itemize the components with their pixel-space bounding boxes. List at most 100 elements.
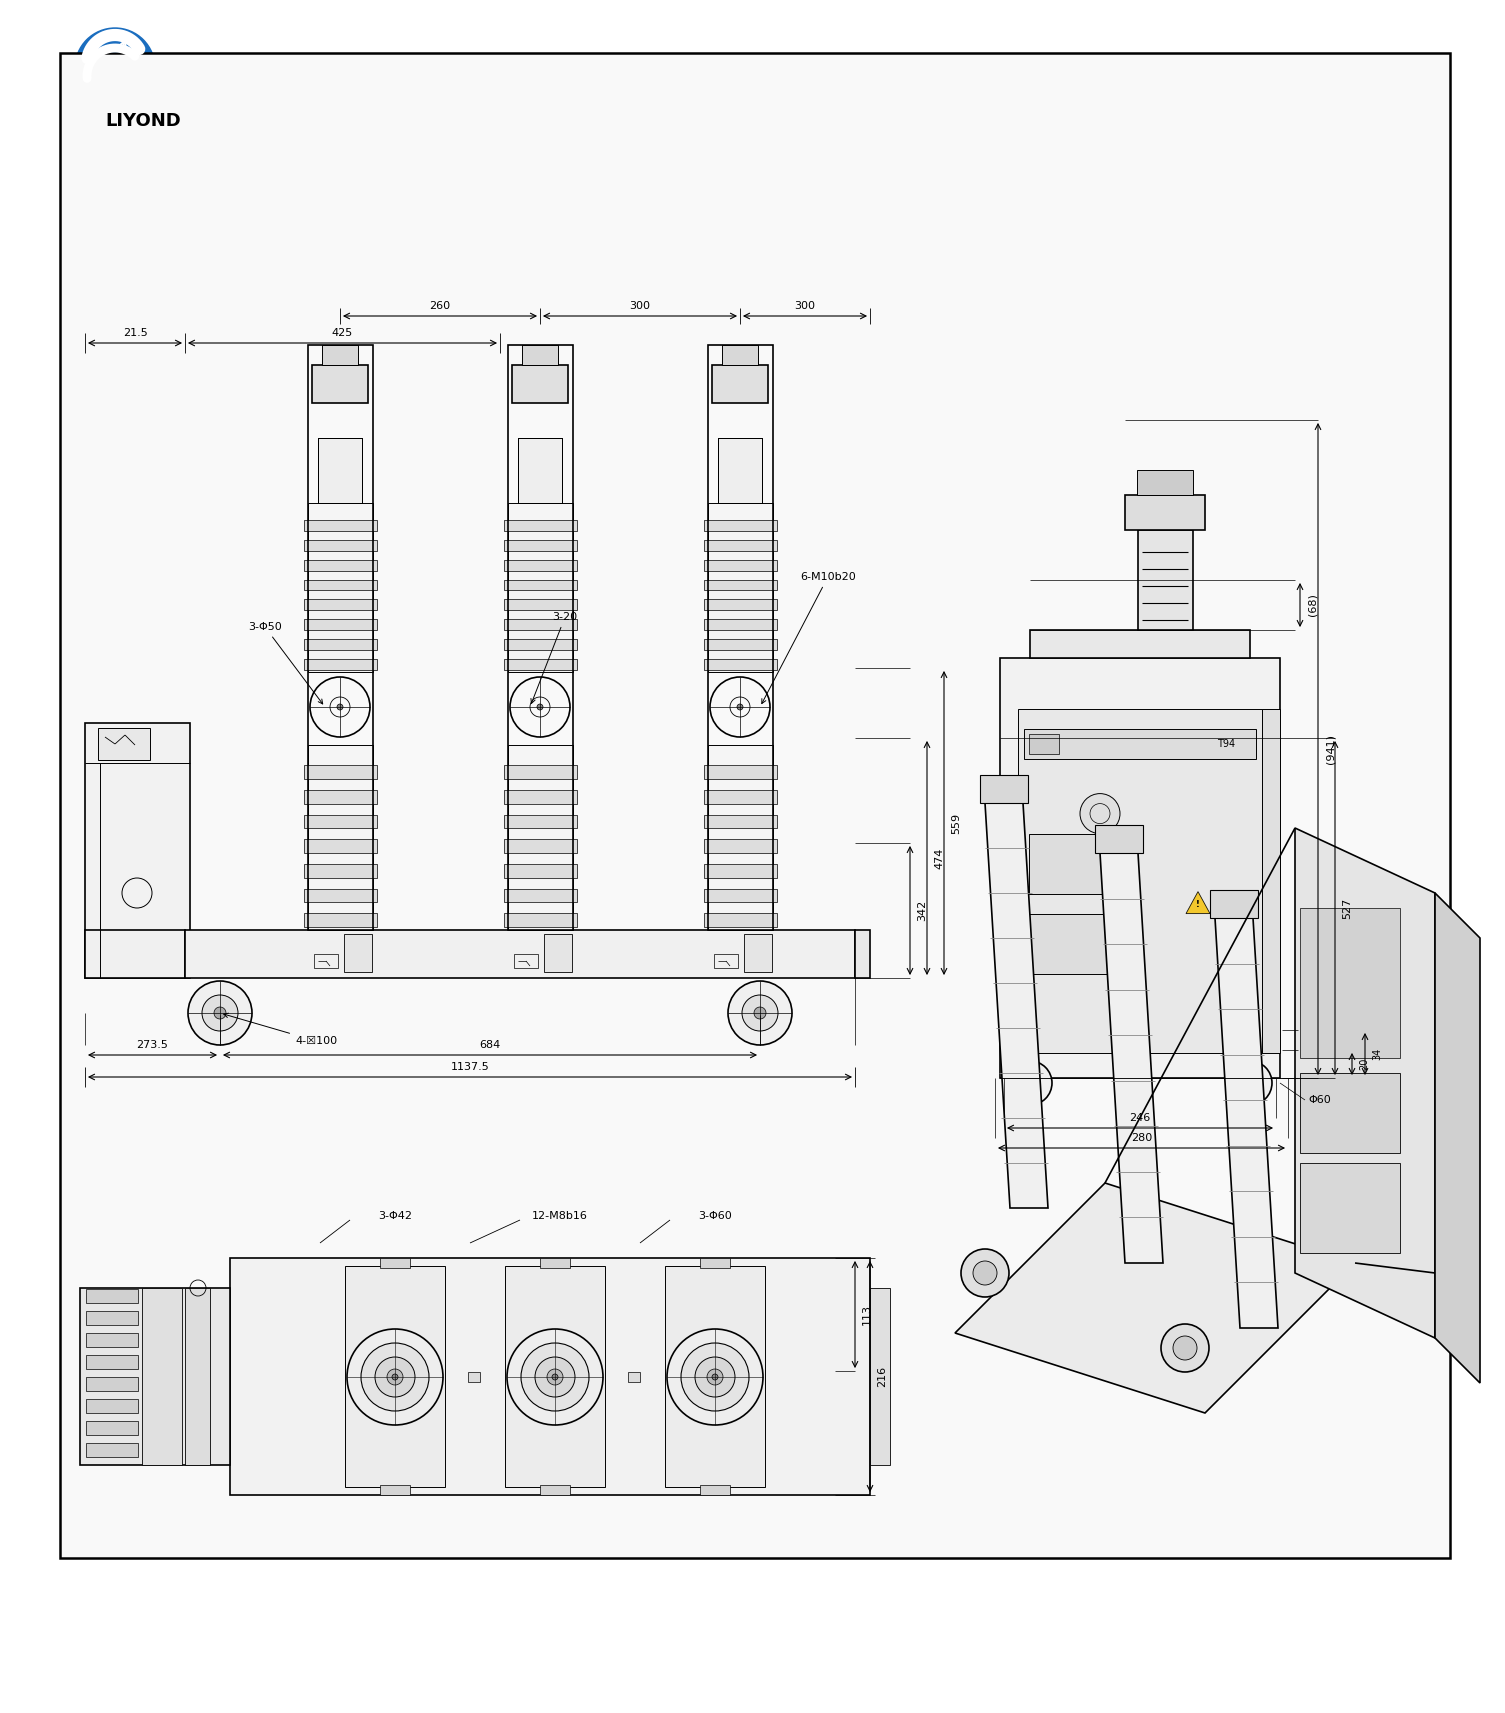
Bar [704,600,777,610]
Bar [704,620,777,630]
Text: 273.5: 273.5 [137,1040,169,1050]
Bar [704,579,777,591]
Bar [185,930,855,978]
Bar [1300,1072,1400,1153]
Text: 300: 300 [629,301,650,312]
Text: (68): (68) [1306,594,1317,617]
Circle shape [537,704,543,709]
Bar [185,1288,211,1465]
Bar [379,1257,409,1268]
Bar [1029,913,1121,973]
Polygon shape [980,774,1028,803]
Bar [504,815,576,829]
Bar [707,745,774,930]
Bar [509,504,573,671]
Circle shape [1160,1324,1209,1372]
Bar [60,53,1449,1559]
Polygon shape [1096,826,1142,853]
Bar [1126,495,1206,529]
Text: 246: 246 [1129,1113,1151,1124]
Bar [855,930,870,978]
Text: 3-Φ60: 3-Φ60 [698,1211,731,1221]
Bar [84,930,185,978]
Bar [504,863,576,877]
Bar [86,1333,138,1346]
Bar [1017,709,1263,1053]
Text: 216: 216 [877,1365,886,1388]
Text: 20: 20 [1359,1059,1370,1071]
Bar [743,934,772,971]
Text: 527: 527 [1342,898,1351,918]
Polygon shape [1100,853,1163,1262]
Circle shape [75,27,155,108]
Bar [704,889,777,903]
Bar [309,344,373,930]
Bar [86,1400,138,1413]
Text: Φ60: Φ60 [1308,1095,1330,1105]
Circle shape [1008,1060,1052,1105]
Bar [86,1442,138,1458]
Bar [1300,1163,1400,1252]
Bar [506,1266,605,1487]
Circle shape [754,1007,766,1019]
Bar [312,365,369,403]
Bar [518,439,561,504]
Bar [704,913,777,927]
Bar [86,1310,138,1324]
Bar [504,889,576,903]
Text: 260: 260 [429,301,450,312]
Bar [700,1257,730,1268]
Bar [522,344,558,365]
Bar [504,540,576,550]
Circle shape [695,1357,734,1398]
Circle shape [391,1374,397,1381]
Bar [1029,733,1060,754]
Bar [304,913,376,927]
Bar [379,1485,409,1495]
Text: LIYOND: LIYOND [105,111,181,130]
Bar [870,1288,889,1465]
Text: 21.5: 21.5 [122,327,147,337]
Polygon shape [1186,891,1210,913]
Bar [309,745,373,930]
Bar [504,519,576,531]
Circle shape [962,1249,1008,1297]
Bar [304,863,376,877]
Text: 559: 559 [951,812,962,834]
Circle shape [1172,1336,1196,1360]
Circle shape [361,1343,429,1412]
Bar [704,519,777,531]
Text: 280: 280 [1130,1132,1153,1143]
Bar [540,1257,570,1268]
Bar [86,1288,138,1304]
Circle shape [707,1369,722,1386]
Text: 12-M8b16: 12-M8b16 [533,1211,588,1221]
Bar [304,620,376,630]
Circle shape [1081,793,1120,834]
Bar [518,439,561,504]
Bar [665,1266,765,1487]
Circle shape [974,1261,996,1285]
Bar [80,1288,230,1465]
Bar [718,439,762,504]
Bar [230,1257,870,1495]
Bar [504,639,576,651]
Bar [1029,630,1251,658]
Circle shape [507,1329,604,1425]
Bar [141,1288,182,1465]
Bar [704,815,777,829]
Bar [309,504,373,671]
Circle shape [712,1374,718,1381]
Text: 1137.5: 1137.5 [450,1062,489,1072]
Circle shape [534,1357,575,1398]
Bar [304,766,376,779]
Circle shape [546,1369,563,1386]
Text: 4-☒100: 4-☒100 [224,1012,337,1047]
Bar [318,439,363,504]
Bar [1138,529,1193,630]
Bar [504,579,576,591]
Bar [304,790,376,803]
Bar [704,560,777,570]
Bar [704,790,777,803]
Bar [707,344,774,930]
